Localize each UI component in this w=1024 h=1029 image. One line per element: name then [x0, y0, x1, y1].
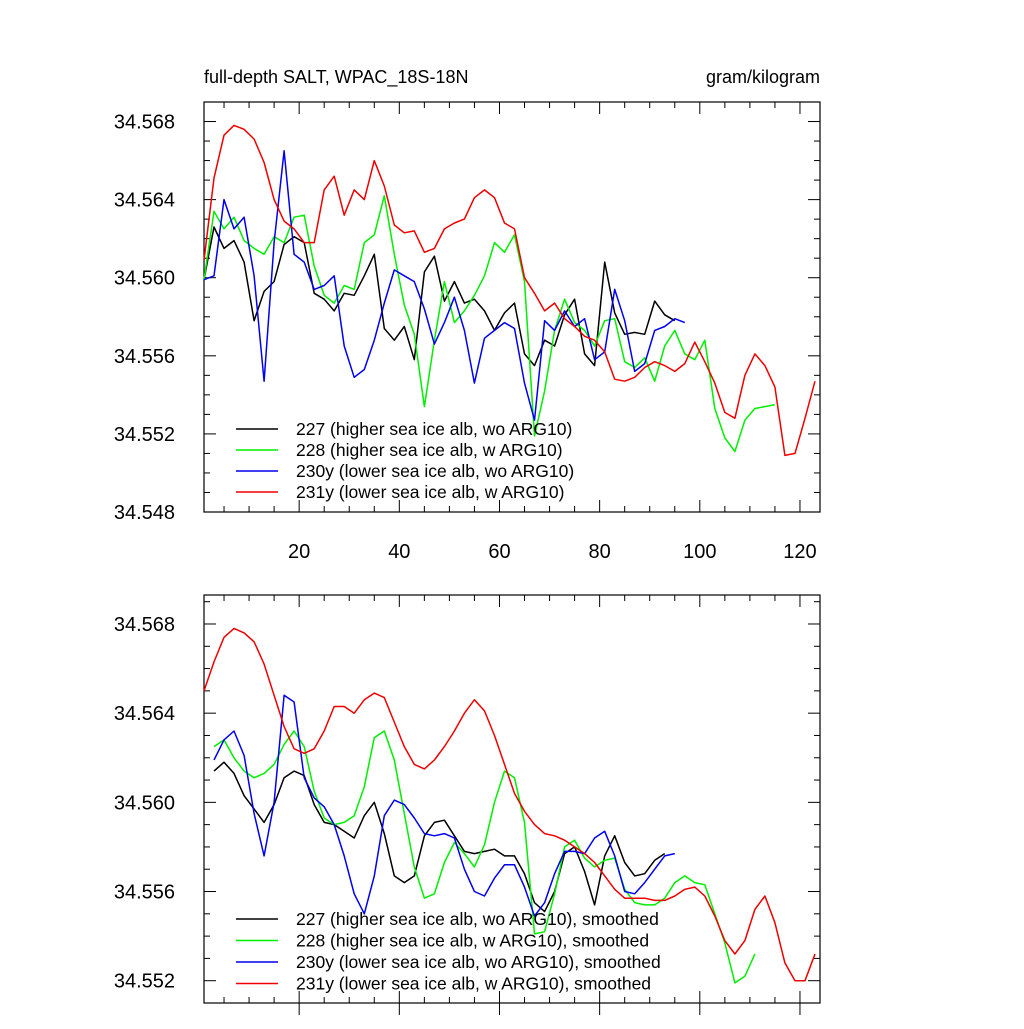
p0-plot-frame — [203, 101, 821, 513]
p0-legend-label-1: 228 (higher sea ice alb, w ARG10) — [296, 440, 563, 460]
p1-series-line-3 — [203, 627, 816, 982]
p0-x-tick-label: 80 — [589, 541, 611, 563]
p1-series-line-2 — [213, 694, 675, 917]
p1-legend-label-2: 230y (lower sea ice alb, wo ARG10), smoo… — [296, 952, 661, 972]
p0-legend-label-2: 230y (lower sea ice alb, wo ARG10) — [296, 461, 574, 481]
p1-plot-frame — [203, 594, 821, 1004]
p0-y-tick-label: 34.556 — [114, 346, 175, 368]
units-label: gram/kilogram — [706, 67, 820, 87]
p1-legend-label-0: 227 (higher sea ice alb, wo ARG10), smoo… — [296, 909, 659, 929]
panel-bottom: 34.552 34.556 34.560 34.564 34.568 227 (highe… — [114, 594, 821, 1015]
p1-y-tick-label: 34.560 — [114, 792, 175, 814]
p0-x-tick-label: 40 — [388, 541, 410, 563]
p0-series-line-3 — [203, 124, 816, 457]
p0-y-tick-label: 34.568 — [114, 112, 175, 134]
p0-y-tick-label: 34.548 — [114, 502, 175, 524]
p1-legend-label-1: 228 (higher sea ice alb, w ARG10), smoot… — [296, 931, 649, 951]
p1-y-tick-label: 34.556 — [114, 882, 175, 904]
p0-legend-label-0: 227 (higher sea ice alb, wo ARG10) — [296, 419, 572, 439]
p0-x-tick-label: 120 — [783, 541, 816, 563]
p0-x-tick-label: 100 — [683, 541, 716, 563]
p0-y-tick-label: 34.564 — [114, 190, 175, 212]
p0-legend-label-3: 231y (lower sea ice alb, w ARG10) — [296, 482, 564, 502]
p1-y-tick-label: 34.564 — [114, 703, 175, 725]
p0-series-line-0 — [203, 226, 676, 367]
chart-title: full-depth SALT, WPAC_18S-18N — [204, 67, 468, 88]
p1-series-line-0 — [213, 761, 666, 913]
p1-y-tick-label: 34.568 — [114, 614, 175, 636]
p0-y-tick-label: 34.560 — [114, 268, 175, 290]
p0-x-tick-label: 60 — [488, 541, 510, 563]
p0-series-line-1 — [203, 194, 776, 453]
panel-top: full-depth SALT, WPAC_18S-18N gram/kilog… — [114, 67, 821, 563]
p0-y-tick-label: 34.552 — [114, 424, 175, 446]
p1-series-line-1 — [213, 730, 756, 984]
p1-y-tick-label: 34.552 — [114, 971, 175, 993]
p0-x-tick-label: 20 — [288, 541, 310, 563]
p1-legend-label-3: 231y (lower sea ice alb, w ARG10), smoot… — [296, 974, 651, 994]
